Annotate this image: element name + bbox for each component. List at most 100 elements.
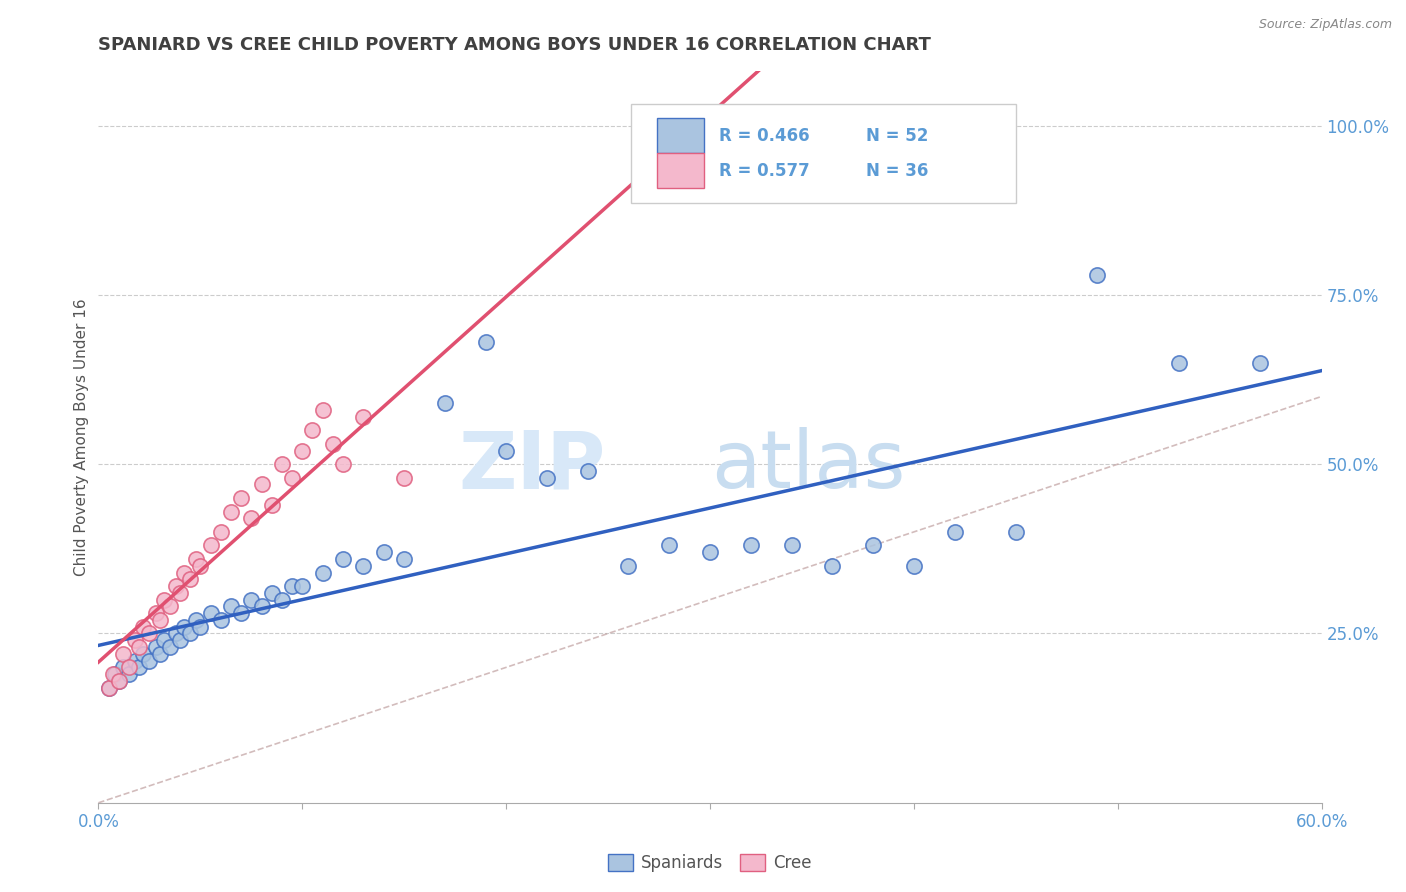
Text: Source: ZipAtlas.com: Source: ZipAtlas.com [1258,18,1392,31]
Point [152,633,174,648]
Point [132,620,155,634]
FancyBboxPatch shape [630,104,1015,203]
Point [312,403,335,417]
Point [1249,355,1271,369]
Point [159,640,181,654]
Point [231,491,253,505]
Point [165,626,187,640]
Point [434,396,457,410]
Point [165,579,187,593]
Point [159,599,181,614]
Point [97,681,120,695]
Point [132,647,155,661]
Point [128,640,150,654]
Point [617,558,640,573]
Point [111,660,134,674]
Point [780,538,803,552]
Point [108,673,131,688]
Point [240,592,263,607]
Point [260,586,283,600]
Point [101,667,124,681]
Text: R = 0.466: R = 0.466 [718,127,810,145]
Point [179,572,201,586]
Point [138,626,160,640]
Point [169,633,191,648]
Point [821,558,844,573]
Point [186,613,208,627]
Point [352,409,374,424]
Point [188,620,212,634]
Point [128,660,150,674]
Point [240,511,263,525]
Point [720,125,742,139]
Text: SPANIARD VS CREE CHILD POVERTY AMONG BOYS UNDER 16 CORRELATION CHART: SPANIARD VS CREE CHILD POVERTY AMONG BOY… [98,36,931,54]
Point [200,538,222,552]
Point [291,443,314,458]
Point [108,673,131,688]
Point [332,457,354,471]
Point [576,464,599,478]
Text: R = 0.577: R = 0.577 [718,161,810,180]
Point [740,538,762,552]
Point [903,558,925,573]
Point [145,606,167,620]
Point [536,471,558,485]
Point [97,681,120,695]
Point [392,552,416,566]
Point [312,566,335,580]
Text: atlas: atlas [710,427,905,506]
Point [270,592,294,607]
Point [1085,268,1108,282]
Point [392,471,416,485]
Point [152,592,174,607]
Point [173,620,195,634]
Point [200,606,222,620]
Point [862,538,884,552]
Point [281,471,304,485]
Point [149,613,172,627]
Point [250,599,273,614]
Point [118,660,141,674]
Point [1004,524,1026,539]
Point [943,524,966,539]
Point [104,667,127,681]
Point [209,524,232,539]
Point [219,599,242,614]
Point [209,613,232,627]
Point [124,633,146,648]
Point [474,335,498,350]
Text: ZIP: ZIP [458,427,606,506]
Point [179,626,201,640]
Point [169,586,191,600]
Point [281,579,304,593]
Point [149,647,172,661]
Point [260,498,283,512]
Legend: Spaniards, Cree: Spaniards, Cree [602,847,818,879]
Point [352,558,374,573]
Point [332,552,354,566]
Point [373,545,395,559]
Point [1167,355,1189,369]
Text: N = 52: N = 52 [866,127,929,145]
FancyBboxPatch shape [658,153,704,188]
Point [219,505,242,519]
Point [250,477,273,491]
Point [118,667,141,681]
Point [495,443,517,458]
Point [322,437,344,451]
Point [301,423,323,437]
Point [231,606,253,620]
Y-axis label: Child Poverty Among Boys Under 16: Child Poverty Among Boys Under 16 [75,298,89,576]
Point [188,558,212,573]
Point [291,579,314,593]
Point [658,538,681,552]
FancyBboxPatch shape [658,118,704,153]
Point [186,552,208,566]
Text: N = 36: N = 36 [866,161,929,180]
Point [138,654,160,668]
Point [173,566,195,580]
Point [270,457,294,471]
Point [145,640,167,654]
Point [111,647,134,661]
Point [124,654,146,668]
